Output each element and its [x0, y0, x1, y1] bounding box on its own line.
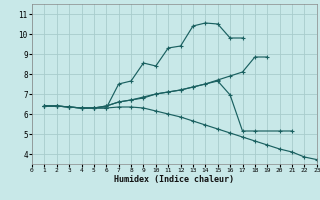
X-axis label: Humidex (Indice chaleur): Humidex (Indice chaleur): [115, 175, 234, 184]
